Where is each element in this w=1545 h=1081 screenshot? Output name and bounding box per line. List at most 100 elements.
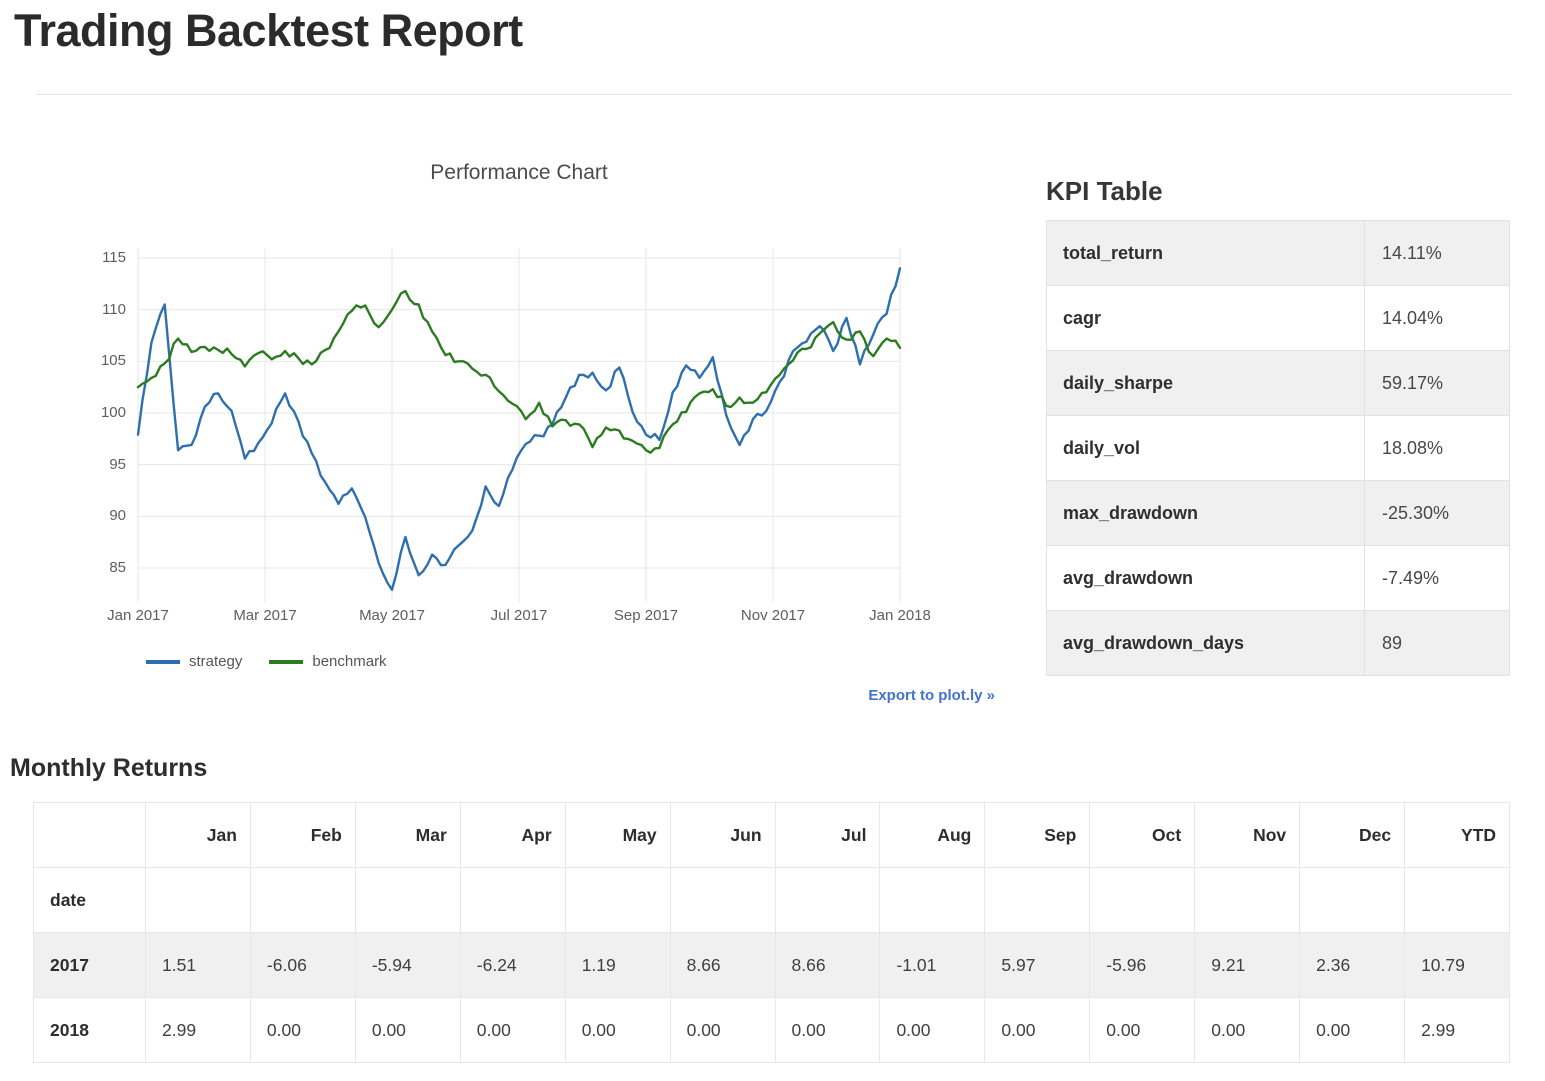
monthly-month-header: Aug bbox=[879, 802, 986, 868]
monthly-month-header: Sep bbox=[984, 802, 1091, 868]
chart-title: Performance Chart bbox=[430, 161, 608, 184]
kpi-label: avg_drawdown bbox=[1047, 546, 1365, 610]
monthly-value-cell: -5.94 bbox=[354, 932, 461, 998]
monthly-value-cell: -1.01 bbox=[879, 932, 986, 998]
x-tick-label: Jan 2018 bbox=[869, 607, 931, 624]
monthly-header-row: Jan Feb Mar Apr May Jun Jul Aug Sep Oct Nov Dec YTD bbox=[33, 802, 1510, 868]
legend-item-strategy[interactable]: strategy bbox=[146, 653, 242, 670]
monthly-value-cell: 10.79 bbox=[1404, 932, 1510, 998]
monthly-empty-cell bbox=[459, 867, 566, 933]
monthly-value-cell: 0.00 bbox=[564, 997, 671, 1063]
monthly-value-cell: -6.24 bbox=[459, 932, 566, 998]
benchmark-line bbox=[136, 289, 902, 454]
monthly-corner-cell bbox=[33, 802, 146, 868]
chart-legend: strategy benchmark bbox=[146, 653, 387, 670]
monthly-month-header: Nov bbox=[1194, 802, 1301, 868]
legend-label-benchmark: benchmark bbox=[312, 653, 387, 670]
y-tick-label: 100 bbox=[100, 404, 126, 421]
monthly-value-cell: 0.00 bbox=[879, 997, 986, 1063]
monthly-value-cell: 8.66 bbox=[774, 932, 881, 998]
monthly-year-label: 2018 bbox=[33, 997, 146, 1063]
monthly-value-cell: 0.00 bbox=[1299, 997, 1406, 1063]
monthly-value-cell: 2.99 bbox=[1404, 997, 1510, 1063]
x-tick-label: Sep 2017 bbox=[613, 607, 679, 624]
monthly-empty-cell bbox=[1404, 867, 1510, 933]
monthly-month-header: Oct bbox=[1089, 802, 1196, 868]
gridlines bbox=[137, 248, 901, 602]
y-tick-label: 90 bbox=[109, 507, 126, 525]
monthly-month-header: Jul bbox=[774, 802, 881, 868]
x-tick-label: May 2017 bbox=[359, 607, 425, 624]
monthly-month-header: May bbox=[564, 802, 671, 868]
strategy-line-swatch bbox=[146, 659, 180, 664]
kpi-label: avg_drawdown_days bbox=[1047, 611, 1365, 675]
monthly-month-header: Mar bbox=[354, 802, 461, 868]
monthly-empty-cell bbox=[1194, 867, 1301, 933]
x-tick-label: Jan 2017 bbox=[107, 607, 169, 624]
monthly-index-label: date bbox=[33, 867, 146, 933]
monthly-value-cell: 0.00 bbox=[669, 997, 776, 1063]
kpi-row: avg_drawdown -7.49% bbox=[1047, 546, 1509, 611]
benchmark-line-swatch bbox=[269, 659, 304, 664]
legend-item-benchmark[interactable]: benchmark bbox=[269, 653, 387, 670]
monthly-value-cell: -5.96 bbox=[1089, 932, 1196, 998]
monthly-month-header: Jan bbox=[145, 802, 251, 868]
monthly-value-cell: -6.06 bbox=[249, 932, 356, 998]
kpi-label: cagr bbox=[1047, 286, 1365, 350]
kpi-table-title: KPI Table bbox=[1046, 176, 1163, 206]
monthly-empty-cell bbox=[984, 867, 1091, 933]
monthly-month-header: YTD bbox=[1404, 802, 1510, 868]
monthly-value-cell: 0.00 bbox=[984, 997, 1091, 1063]
monthly-empty-cell bbox=[564, 867, 671, 933]
kpi-value: -7.49% bbox=[1382, 567, 1440, 588]
export-plotly-link[interactable]: Export to plot.ly » bbox=[868, 687, 995, 704]
kpi-value: 89 bbox=[1382, 632, 1403, 653]
monthly-value-cell: 1.19 bbox=[564, 932, 671, 998]
monthly-year-row: 2017 1.51 -6.06 -5.94 -6.24 1.19 8.66 8.66 -1.01… bbox=[33, 932, 1510, 998]
monthly-year-row: 2018 2.99 0.00 0.00 0.00 0.00 0.00 0.00 0.00 0.00… bbox=[33, 997, 1510, 1063]
kpi-label: total_return bbox=[1047, 221, 1365, 285]
monthly-month-header: Apr bbox=[459, 802, 566, 868]
monthly-empty-cell bbox=[354, 867, 461, 933]
y-tick-label: 85 bbox=[109, 559, 126, 576]
monthly-empty-cell bbox=[249, 867, 356, 933]
monthly-value-cell: 0.00 bbox=[774, 997, 881, 1063]
kpi-value: -25.30% bbox=[1382, 502, 1450, 523]
kpi-label: daily_sharpe bbox=[1047, 351, 1365, 415]
monthly-date-row: date bbox=[33, 867, 1510, 933]
kpi-label: max_drawdown bbox=[1047, 481, 1365, 545]
monthly-value-cell: 8.66 bbox=[669, 932, 776, 998]
kpi-row: daily_sharpe 59.17% bbox=[1047, 351, 1509, 416]
strategy-line bbox=[136, 267, 902, 591]
monthly-value-cell: 2.36 bbox=[1299, 932, 1406, 998]
monthly-empty-cell bbox=[145, 867, 251, 933]
kpi-row: daily_vol 18.08% bbox=[1047, 416, 1509, 481]
monthly-empty-cell bbox=[1299, 867, 1406, 933]
monthly-value-cell: 0.00 bbox=[249, 997, 356, 1063]
kpi-value: 59.17% bbox=[1382, 372, 1444, 393]
monthly-empty-cell bbox=[669, 867, 776, 933]
monthly-returns-table: Jan Feb Mar Apr May Jun Jul Aug Sep Oct Nov Dec YTD d… bbox=[33, 802, 1510, 1063]
kpi-label: daily_vol bbox=[1047, 416, 1365, 480]
y-tick-label: 105 bbox=[100, 352, 126, 370]
x-tick-label: Jul 2017 bbox=[490, 607, 548, 624]
monthly-value-cell: 9.21 bbox=[1194, 932, 1301, 998]
monthly-value-cell: 0.00 bbox=[1194, 997, 1301, 1063]
title-divider bbox=[36, 94, 1512, 95]
page-title: Trading Backtest Report bbox=[14, 5, 523, 56]
x-tick-label: Mar 2017 bbox=[233, 607, 297, 624]
monthly-year-label: 2017 bbox=[33, 932, 146, 998]
monthly-value-cell: 0.00 bbox=[354, 997, 461, 1063]
y-tick-label: 115 bbox=[102, 249, 126, 266]
monthly-returns-title: Monthly Returns bbox=[10, 754, 208, 782]
kpi-row: avg_drawdown_days 89 bbox=[1047, 611, 1509, 676]
kpi-row: cagr 14.04% bbox=[1047, 286, 1509, 351]
monthly-value-cell: 0.00 bbox=[459, 997, 566, 1063]
y-tick-label: 95 bbox=[109, 455, 126, 473]
monthly-empty-cell bbox=[774, 867, 881, 933]
performance-plot[interactable] bbox=[0, 150, 1010, 620]
x-tick-label: Nov 2017 bbox=[740, 607, 806, 624]
monthly-value-cell: 5.97 bbox=[984, 932, 1091, 998]
monthly-value-cell: 2.99 bbox=[145, 997, 251, 1063]
monthly-month-header: Dec bbox=[1299, 802, 1406, 868]
